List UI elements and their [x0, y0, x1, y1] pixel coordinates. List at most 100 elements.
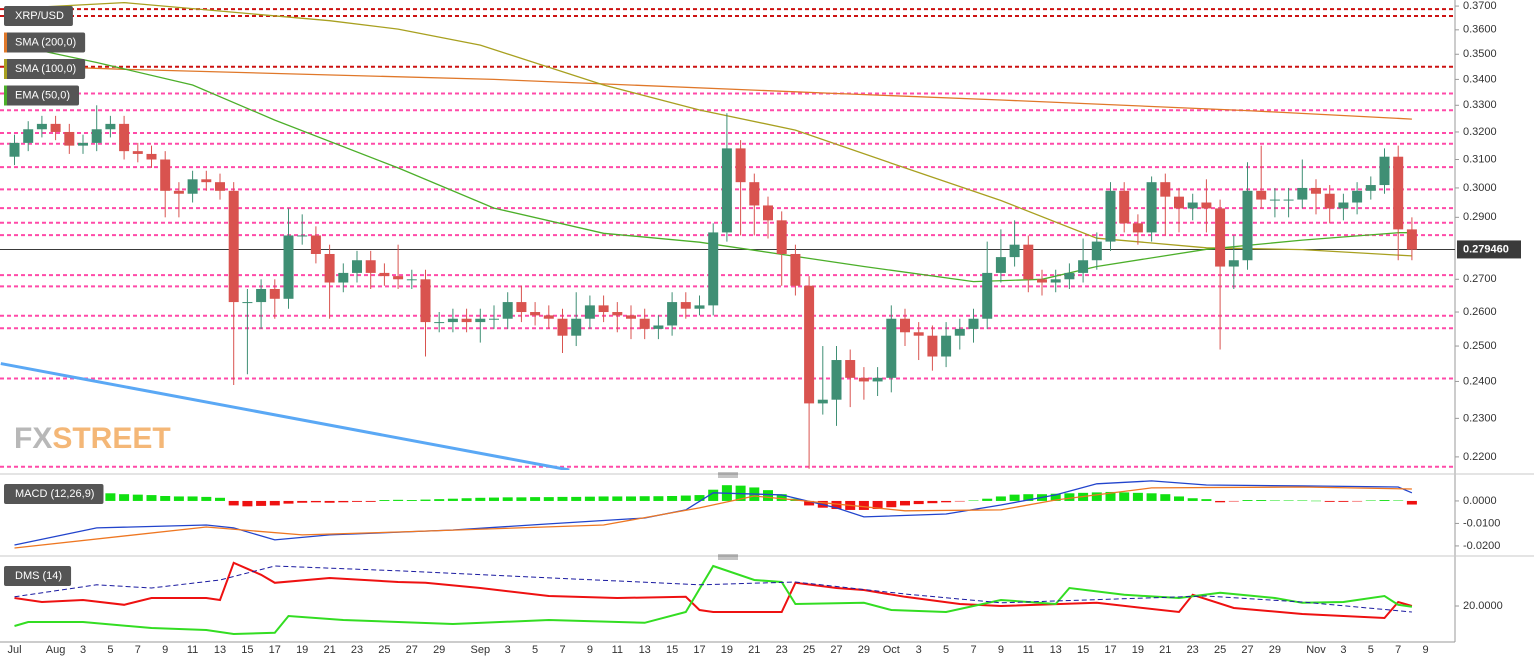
last-price-box [1457, 240, 1521, 259]
panel-handle[interactable] [718, 472, 738, 478]
histogram-bar [187, 496, 198, 501]
x-tick-label: Oct [883, 644, 900, 656]
candle-body [36, 123, 47, 130]
candle-body [242, 302, 253, 304]
candle-body [1132, 223, 1143, 233]
indicator-label: EMA (50,0) [4, 85, 80, 106]
candle-body [338, 272, 349, 283]
x-tick-label: 27 [1241, 644, 1253, 656]
y-tick-label: 0.3700 [1463, 0, 1497, 12]
histogram-bar [297, 500, 308, 503]
label-box [4, 566, 72, 586]
candle-body [379, 272, 390, 277]
histogram-bar [543, 497, 554, 501]
candle-body [1393, 156, 1404, 230]
x-tick-label: 11 [612, 644, 623, 656]
candle-body [215, 182, 225, 191]
histogram-bar [338, 500, 349, 503]
dms-line [14, 564, 1413, 636]
candle-body [1174, 196, 1184, 209]
x-tick-label: 21 [1159, 644, 1171, 656]
candle-body [1187, 202, 1198, 209]
label-text: XRP/USD [15, 10, 64, 22]
histogram-bar [612, 496, 623, 501]
candle-body [393, 276, 404, 280]
x-tick-label: 17 [1104, 644, 1116, 656]
x-tick-label: 7 [970, 644, 976, 656]
x-tick-label: Nov [1306, 644, 1326, 656]
panel-handle[interactable] [718, 554, 738, 560]
histogram-bar [680, 495, 691, 501]
histogram-bar [1324, 500, 1335, 502]
label-box [4, 59, 86, 79]
histogram-bar [502, 497, 513, 501]
candle-body [9, 142, 20, 157]
x-tick-label: 11 [187, 644, 198, 656]
x-tick-label: Sep [471, 644, 491, 656]
x-tick-label: 11 [1023, 644, 1034, 656]
candle-body [776, 220, 787, 254]
histogram-bar [1297, 500, 1308, 501]
indicator-label: XRP/USD [4, 6, 73, 26]
candle-body [557, 318, 568, 336]
candle-body [1338, 202, 1349, 209]
candle-body [352, 260, 362, 273]
candle-body [78, 142, 88, 146]
candle-body [735, 148, 746, 183]
candle-body [297, 235, 308, 237]
candle-body [1379, 156, 1390, 186]
candle-body [584, 305, 595, 319]
x-tick-label: 19 [296, 644, 308, 656]
candle-body [50, 123, 61, 132]
x-tick-label: 27 [406, 644, 418, 656]
candle-body [1201, 202, 1212, 209]
x-tick-label: 15 [666, 644, 678, 656]
y-tick-label: 0.3200 [1463, 126, 1497, 138]
watermark: FXSTREET [14, 422, 171, 455]
histogram-bar [475, 497, 486, 501]
candle-body [571, 318, 582, 336]
candle-body [365, 260, 376, 273]
histogram-bar [1365, 500, 1376, 501]
candle-body [804, 285, 815, 404]
indicator-label: SMA (200,0) [4, 32, 86, 53]
y-tick-label: 0.2600 [1463, 306, 1497, 318]
candle-body [708, 232, 719, 306]
candle-body [886, 318, 897, 378]
moving-average [14, 1, 1412, 257]
candle-body [91, 129, 102, 143]
histogram-bar [324, 500, 335, 503]
histogram-bar [1228, 500, 1239, 502]
x-tick-label: 5 [107, 644, 113, 656]
histogram-bar [1311, 500, 1321, 502]
x-tick-label: 19 [721, 644, 733, 656]
histogram-bar [256, 500, 267, 506]
label-box [4, 32, 86, 53]
histogram-bar [215, 497, 225, 501]
price-plot [0, 1, 1455, 470]
candle-body [982, 272, 993, 319]
candle-body [900, 318, 910, 333]
candle-body [1146, 182, 1157, 233]
x-tick-label: 17 [693, 644, 705, 656]
candle-body [283, 235, 294, 299]
histogram-bar [1269, 500, 1280, 501]
histogram-bar [1146, 493, 1157, 501]
label-box [4, 484, 104, 504]
histogram-bar [105, 493, 116, 501]
candle-body [461, 318, 472, 323]
candle-body [489, 318, 499, 320]
histogram-bar [1393, 500, 1404, 501]
histogram-bar [420, 499, 431, 501]
x-tick-label: 13 [639, 644, 651, 656]
y-tick-label: 20.0000 [1463, 600, 1503, 612]
histogram-bar [1187, 498, 1198, 501]
histogram-bar [352, 500, 362, 502]
y-tick-label: 0.2200 [1463, 451, 1497, 463]
x-tick-label: 5 [1368, 644, 1374, 656]
x-tick-label: 21 [323, 644, 335, 656]
candle-body [1023, 244, 1034, 280]
candle-body [324, 253, 335, 283]
histogram-bar [598, 496, 609, 501]
label-text: SMA (200,0) [15, 36, 76, 48]
